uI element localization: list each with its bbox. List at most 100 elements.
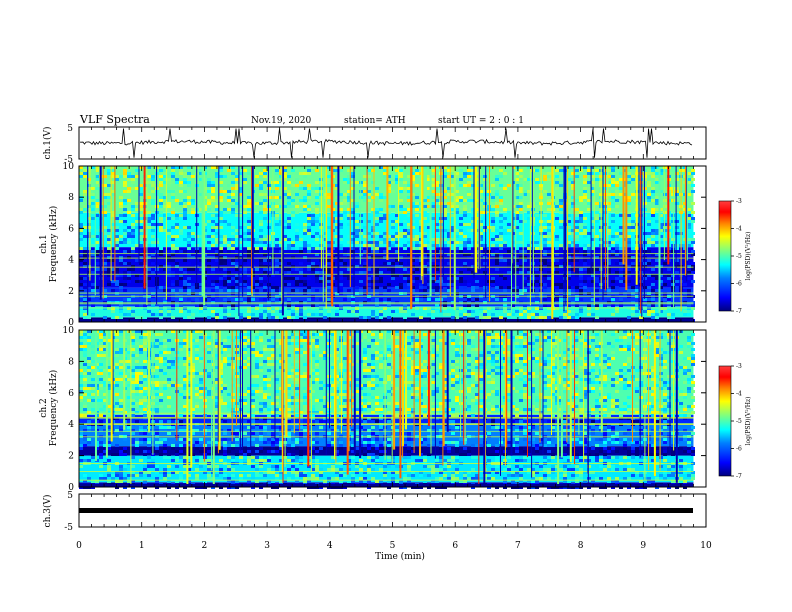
- spectrogram-cell: [455, 307, 459, 310]
- spectrogram-cell: [431, 375, 435, 378]
- spectrogram-cell: [167, 289, 171, 292]
- spectrogram-cell: [231, 298, 235, 301]
- spectrogram-cell: [207, 178, 211, 181]
- spectrogram-cell: [447, 310, 451, 313]
- spectrogram-cell: [479, 316, 483, 319]
- spectrogram-cell: [467, 202, 471, 205]
- spectrogram-cell: [339, 226, 343, 229]
- spectrogram-cell: [455, 265, 459, 268]
- spectrogram-cell: [303, 339, 307, 342]
- spectrogram-cell: [503, 307, 507, 310]
- spectrogram-cell: [659, 372, 663, 375]
- spectrogram-cell: [279, 265, 283, 268]
- spectrogram-cell: [467, 238, 471, 241]
- spectrogram-cell: [87, 336, 91, 339]
- spectrogram-cell: [455, 310, 459, 313]
- spectrogram-cell: [387, 360, 391, 363]
- spectrogram-cell: [87, 223, 91, 226]
- spectrogram-cell: [183, 339, 187, 342]
- spectrogram-cell: [411, 348, 415, 351]
- spectrogram-cell: [307, 289, 311, 292]
- spectrogram-cell: [615, 271, 619, 274]
- spectrogram-cell: [311, 372, 315, 375]
- spectrogram-cell: [315, 333, 319, 336]
- spectrogram-cell: [303, 363, 307, 366]
- spectrogram-cell: [523, 277, 527, 280]
- spectrogram-cell: [127, 307, 131, 310]
- spectrogram-cell: [547, 289, 551, 292]
- spectrogram-cell: [259, 259, 263, 262]
- spectrogram-cell: [255, 283, 259, 286]
- spectrogram-cell: [567, 214, 571, 217]
- spectrogram-cell: [139, 166, 143, 169]
- spectrogram-cell: [643, 286, 647, 289]
- spectrogram-cell: [587, 169, 591, 172]
- spectrogram-cell: [83, 202, 87, 205]
- spectrogram-cell: [231, 372, 235, 375]
- spectrogram-cell: [687, 357, 691, 360]
- spectrogram-cell: [363, 336, 367, 339]
- spectrogram-cell: [259, 187, 263, 190]
- spectrogram-cell: [643, 256, 647, 259]
- spectrogram-cell: [367, 241, 371, 244]
- spectrogram-cell: [135, 253, 139, 256]
- spectrogram-cell: [627, 280, 631, 283]
- spectrogram-cell: [159, 181, 163, 184]
- spectrogram-cell: [543, 378, 547, 381]
- spectrogram-cell: [211, 226, 215, 229]
- spectrogram-cell: [107, 235, 111, 238]
- spectrogram-cell: [243, 280, 247, 283]
- spectrogram-cell: [687, 313, 691, 316]
- spectrogram-cell: [459, 232, 463, 235]
- spectrogram-cell: [479, 190, 483, 193]
- spectrogram-cell: [255, 280, 259, 283]
- spectrogram-cell: [235, 268, 239, 271]
- spectrogram-cell: [659, 360, 663, 363]
- spectrogram-cell: [495, 357, 499, 360]
- spectrogram-cell: [659, 265, 663, 268]
- spectrogram-cell: [199, 304, 203, 307]
- spectrogram-cell: [215, 208, 219, 211]
- spectrogram-cell: [215, 354, 219, 357]
- spectrogram-cell: [159, 193, 163, 196]
- spectrogram-cell: [579, 196, 583, 199]
- spectrogram-cell: [631, 289, 635, 292]
- spectrogram-cell: [207, 256, 211, 259]
- spectrogram-cell: [519, 345, 523, 348]
- spectrogram-cell: [519, 214, 523, 217]
- spectrogram-cell: [595, 304, 599, 307]
- spectrogram-cell: [479, 372, 483, 375]
- spectrogram-cell: [519, 378, 523, 381]
- spectrogram-cell: [99, 330, 103, 333]
- spectrogram-cell: [619, 250, 623, 253]
- spectrogram-cell: [571, 369, 575, 372]
- spectrogram-cell: [659, 172, 663, 175]
- spectrogram-cell: [255, 363, 259, 366]
- spectrogram-cell: [407, 336, 411, 339]
- spectrogram-cell: [83, 262, 87, 265]
- spectrogram-cell: [83, 345, 87, 348]
- spectrogram-cell: [131, 375, 135, 378]
- spectrogram-cell: [615, 193, 619, 196]
- spectrogram-cell: [411, 342, 415, 345]
- spectrogram-cell: [343, 202, 347, 205]
- spectrogram-cell: [371, 274, 375, 277]
- spectrogram-cell: [491, 360, 495, 363]
- spectrogram-cell: [623, 184, 627, 187]
- spectrogram-cell: [687, 181, 691, 184]
- spectrogram-cell: [323, 369, 327, 372]
- spectrogram-cell: [675, 280, 679, 283]
- spectrogram-cell: [175, 247, 179, 250]
- spectrogram-cell: [287, 244, 291, 247]
- spectrogram-cell: [151, 214, 155, 217]
- spectrogram-cell: [91, 217, 95, 220]
- spectrogram-cell: [519, 211, 523, 214]
- spectrogram-cell: [295, 372, 299, 375]
- spectrogram-cell: [643, 307, 647, 310]
- spectrogram-cell: [267, 316, 271, 319]
- spectrogram-cell: [339, 286, 343, 289]
- spectrogram-cell: [635, 333, 639, 336]
- spectrogram-cell: [107, 339, 111, 342]
- spectrogram-cell: [583, 226, 587, 229]
- spectrogram-cell: [315, 208, 319, 211]
